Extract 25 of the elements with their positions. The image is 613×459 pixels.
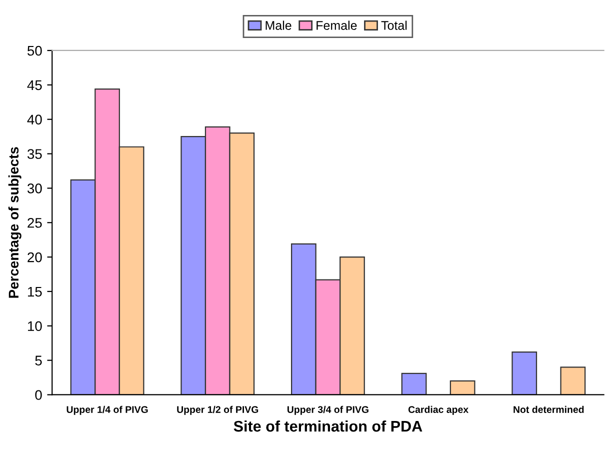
y-tick-label: 35 (27, 149, 42, 159)
y-tick-label: 25 (28, 218, 42, 228)
y-axis-title: Percentage of subjects (8, 147, 22, 298)
x-tick-label: Upper 1/4 of PIVG (66, 406, 148, 415)
legend-label: Male (266, 20, 292, 30)
x-tick-label: Upper 1/2 of PIVG (177, 406, 258, 415)
y-tick-label: 50 (27, 46, 42, 56)
bar (401, 372, 427, 395)
x-tick-label: Cardiac apex (408, 406, 468, 415)
bar (450, 380, 476, 395)
x-tick-label: Not determined (514, 406, 584, 413)
y-tick-label: 20 (28, 252, 42, 262)
x-tick-label: Upper 3/4 of PIVG (287, 406, 368, 415)
y-tick-label: 40 (27, 114, 42, 125)
bar (560, 366, 586, 395)
bar (512, 352, 538, 395)
y-tick-label: 45 (27, 80, 42, 90)
legend-label: Total (381, 20, 407, 30)
legend-label: Female (316, 20, 357, 30)
y-tick-label: 15 (28, 286, 42, 297)
y-tick-label: 10 (28, 321, 42, 332)
y-tick-label: 0 (35, 390, 42, 400)
y-tick-label: 5 (35, 356, 42, 366)
x-axis-title: Site of termination of PDA (234, 420, 422, 432)
y-tick-label: 30 (27, 184, 42, 194)
